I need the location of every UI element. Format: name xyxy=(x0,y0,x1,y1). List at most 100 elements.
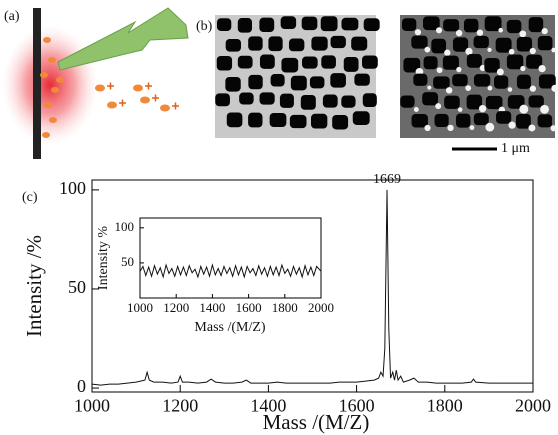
pore xyxy=(259,54,275,69)
particle xyxy=(528,124,536,132)
pore xyxy=(248,74,263,90)
laser-glow xyxy=(2,25,98,145)
pore xyxy=(455,113,471,128)
ion xyxy=(95,84,105,92)
particle xyxy=(540,104,549,114)
ion xyxy=(51,87,59,93)
x-tick-label: 1200 xyxy=(162,395,198,415)
particle xyxy=(507,87,513,92)
particle xyxy=(485,122,495,132)
particle xyxy=(444,49,451,56)
pore xyxy=(411,114,428,128)
pore xyxy=(239,92,254,105)
x-tick-label: 1800 xyxy=(272,300,298,315)
sem-image xyxy=(400,15,558,138)
particle xyxy=(498,27,504,33)
pore xyxy=(226,112,243,128)
pore xyxy=(248,36,263,51)
pore xyxy=(401,18,417,31)
pore xyxy=(309,76,325,89)
pore xyxy=(400,95,415,108)
particle xyxy=(424,124,431,132)
panel-label: (b) xyxy=(196,19,213,34)
x-tick-label: 1000 xyxy=(127,300,153,315)
ion xyxy=(44,102,52,108)
plot-frame xyxy=(91,179,534,393)
pore xyxy=(288,38,305,52)
pore xyxy=(237,18,253,33)
particle xyxy=(457,107,463,112)
ion xyxy=(107,101,117,109)
ion xyxy=(160,104,170,112)
pore xyxy=(343,56,359,72)
scale-label: 1 μm xyxy=(501,141,530,156)
x-tick-label: 1000 xyxy=(74,395,110,415)
pore xyxy=(537,36,553,51)
particle xyxy=(551,47,557,53)
charge xyxy=(172,102,179,110)
pore xyxy=(330,35,346,49)
particle xyxy=(465,85,472,92)
ion xyxy=(49,117,57,123)
ion xyxy=(43,37,51,43)
particle xyxy=(414,29,422,36)
pore xyxy=(259,17,275,32)
pore xyxy=(485,95,503,110)
particle xyxy=(478,104,487,113)
y-tick-label: 50 xyxy=(121,254,134,269)
pore xyxy=(526,54,543,69)
pore xyxy=(433,76,450,89)
x-tick-label: 1800 xyxy=(427,395,463,415)
y-tick-label: 0 xyxy=(77,376,86,396)
pore xyxy=(442,55,459,70)
particle xyxy=(508,48,515,55)
pore xyxy=(320,16,338,32)
pore xyxy=(216,55,233,71)
charge xyxy=(145,82,152,90)
pore xyxy=(463,18,479,33)
pore xyxy=(484,57,500,73)
particle xyxy=(496,68,504,76)
particle xyxy=(445,87,453,94)
particle xyxy=(455,29,463,37)
pore xyxy=(248,112,263,128)
particle xyxy=(551,84,558,92)
pore xyxy=(354,73,370,86)
particle xyxy=(520,65,526,72)
pore xyxy=(225,76,241,92)
pore xyxy=(301,16,318,31)
pore xyxy=(332,114,349,130)
pore xyxy=(506,19,522,34)
pore xyxy=(362,55,378,69)
particle xyxy=(456,66,462,73)
pore xyxy=(423,56,438,70)
x-tick-label: 1400 xyxy=(199,300,225,315)
pore xyxy=(300,94,316,110)
charge xyxy=(119,99,126,107)
pore xyxy=(444,95,460,109)
pore xyxy=(494,75,509,89)
peak-label: 1669 xyxy=(373,172,401,187)
plot-frame xyxy=(139,217,322,299)
pore xyxy=(289,114,307,129)
pore xyxy=(281,57,299,73)
pore xyxy=(496,111,512,124)
pore xyxy=(259,92,275,105)
pore xyxy=(506,54,524,70)
spectra: 1000 1200 1400 1600 1800 2000 0 50 100 Mass /(M/Z… xyxy=(22,172,551,434)
particle xyxy=(424,46,431,53)
pore xyxy=(431,38,447,54)
pore xyxy=(452,74,468,87)
pore xyxy=(301,56,318,69)
pore xyxy=(443,19,460,32)
pore xyxy=(466,54,482,68)
pore xyxy=(279,93,294,108)
charge xyxy=(107,82,114,90)
pore xyxy=(452,37,469,52)
pore xyxy=(516,36,533,52)
ion xyxy=(42,132,50,138)
pore xyxy=(311,36,328,51)
x-axis-label: Mass /(M/Z) xyxy=(263,410,370,434)
y-axis-label: Intensity % xyxy=(96,226,111,290)
pore xyxy=(341,17,359,31)
